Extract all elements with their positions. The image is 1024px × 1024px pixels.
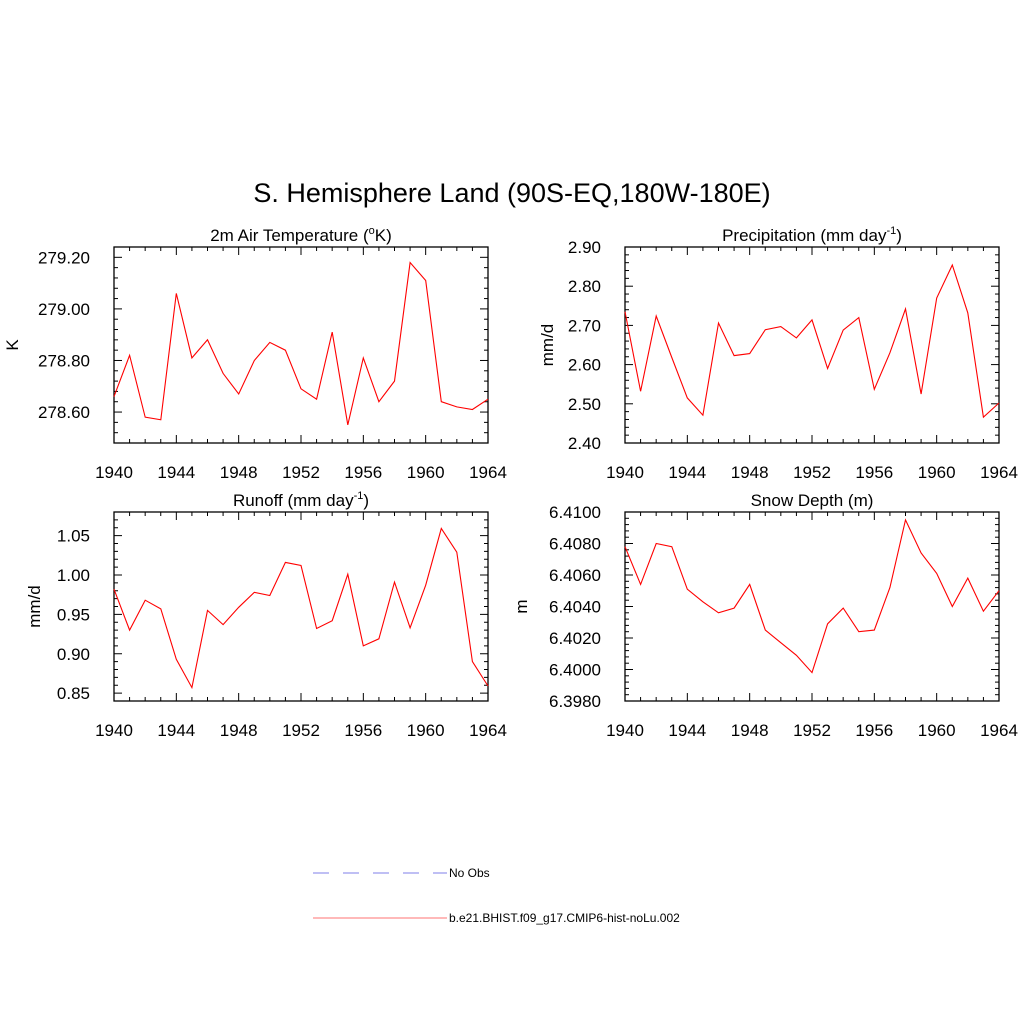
x-tick-label-snow-depth: 1960 — [918, 721, 956, 740]
figure-title: S. Hemisphere Land (90S-EQ,180W-180E) — [253, 178, 770, 208]
x-tick-label-air-temperature: 1960 — [407, 463, 445, 482]
y-tick-label-snow-depth: 6.4040 — [549, 598, 601, 617]
panel-title-runoff: Runoff (mm day-1) — [233, 490, 369, 510]
x-tick-label-runoff: 1956 — [344, 721, 382, 740]
series-line-runoff — [113, 527, 489, 690]
y-tick-label-snow-depth: 6.4080 — [549, 535, 601, 554]
y-tick-label-air-temperature: 278.80 — [38, 351, 90, 370]
panel-air-temperature: 2m Air Temperature (oK) 1940 1944 1948 1952 1… — [3, 225, 507, 482]
y-tick-label-air-temperature: 279.20 — [38, 248, 90, 267]
x-tick-label-snow-depth: 1956 — [855, 721, 893, 740]
panel-title-main-precipitation: Precipitation (mm day — [722, 226, 887, 245]
y-tick-label-air-temperature: 278.60 — [38, 403, 90, 422]
x-tick-label-runoff: 1952 — [282, 721, 320, 740]
x-tick-label-precipitation: 1948 — [731, 463, 769, 482]
x-tick-label-snow-depth: 1948 — [731, 721, 769, 740]
legend-label-no-obs: No Obs — [449, 866, 490, 880]
x-tick-label-snow-depth: 1940 — [606, 721, 644, 740]
x-tick-label-runoff: 1948 — [220, 721, 258, 740]
x-tick-label-runoff: 1964 — [469, 721, 507, 740]
y-tick-label-precipitation: 2.80 — [568, 277, 601, 296]
y-tick-label-precipitation: 2.70 — [568, 316, 601, 335]
x-tick-label-air-temperature: 1948 — [220, 463, 258, 482]
y-axis-label-air-temperature: K — [3, 339, 22, 351]
y-tick-label-precipitation: 2.50 — [568, 395, 601, 414]
x-tick-label-air-temperature: 1952 — [282, 463, 320, 482]
y-tick-label-air-temperature: 279.00 — [38, 300, 90, 319]
x-tick-label-snow-depth: 1964 — [980, 721, 1018, 740]
x-tick-label-precipitation: 1960 — [918, 463, 956, 482]
x-tick-label-precipitation: 1940 — [606, 463, 644, 482]
y-tick-label-snow-depth: 6.4000 — [549, 661, 601, 680]
legend-label-model-run: b.e21.BHIST.f09_g17.CMIP6-hist-noLu.002 — [449, 911, 680, 925]
series-line-precipitation — [624, 263, 1000, 419]
panel-title-superscript-precipitation: -1 — [886, 225, 896, 237]
panel-title-snow-depth: Snow Depth (m) — [751, 491, 874, 510]
y-tick-label-runoff: 0.90 — [57, 645, 90, 664]
panel-title-tail-precipitation: ) — [896, 226, 902, 245]
legend: No Obs b.e21.BHIST.f09_g17.CMIP6-hist-no… — [313, 866, 680, 925]
y-axis-label-snow-depth: m — [512, 599, 531, 613]
x-tick-label-air-temperature: 1944 — [157, 463, 195, 482]
x-tick-label-precipitation: 1944 — [668, 463, 706, 482]
x-tick-label-snow-depth: 1952 — [793, 721, 831, 740]
panel-title-superscript-air-temperature: o — [369, 225, 375, 237]
y-axis-label-precipitation: mm/d — [538, 324, 557, 367]
panel-title-superscript-runoff: -1 — [354, 490, 364, 502]
panel-precipitation: Precipitation (mm day-1) 1940 1944 1948 1952… — [538, 225, 1018, 482]
series-line-air-temperature — [113, 261, 489, 426]
panel-runoff: Runoff (mm day-1) 1940 1944 1948 1952 1956 196… — [25, 490, 507, 740]
y-tick-label-runoff: 0.85 — [57, 684, 90, 703]
y-tick-label-precipitation: 2.90 — [568, 238, 601, 257]
y-tick-label-runoff: 0.95 — [57, 605, 90, 624]
y-tick-label-precipitation: 2.60 — [568, 356, 601, 375]
panel-title-main-snow-depth: Snow Depth (m) — [751, 491, 874, 510]
series-line-snow-depth — [624, 518, 1000, 674]
panel-title-air-temperature: 2m Air Temperature (oK) — [210, 225, 392, 245]
panel-title-main-runoff: Runoff (mm day — [233, 491, 354, 510]
y-tick-label-runoff: 1.05 — [57, 527, 90, 546]
x-tick-label-runoff: 1940 — [95, 721, 133, 740]
x-tick-label-precipitation: 1956 — [855, 463, 893, 482]
y-tick-label-snow-depth: 6.4020 — [549, 629, 601, 648]
x-tick-label-runoff: 1944 — [157, 721, 195, 740]
y-tick-label-snow-depth: 6.4100 — [549, 503, 601, 522]
x-tick-label-air-temperature: 1956 — [344, 463, 382, 482]
y-tick-label-precipitation: 2.40 — [568, 434, 601, 453]
panel-title-precipitation: Precipitation (mm day-1) — [722, 225, 902, 245]
y-tick-label-runoff: 1.00 — [57, 566, 90, 585]
panel-title-tail-air-temperature: K) — [375, 226, 392, 245]
y-tick-label-snow-depth: 6.4060 — [549, 566, 601, 585]
panel-snow-depth: Snow Depth (m) 1940 1944 1948 1952 1956 1960 19… — [512, 491, 1018, 740]
y-tick-label-snow-depth: 6.3980 — [549, 692, 601, 711]
panel-title-main-air-temperature: 2m Air Temperature ( — [210, 226, 369, 245]
x-tick-label-snow-depth: 1944 — [668, 721, 706, 740]
x-tick-label-runoff: 1960 — [407, 721, 445, 740]
x-tick-label-precipitation: 1964 — [980, 463, 1018, 482]
x-tick-label-air-temperature: 1964 — [469, 463, 507, 482]
panels: 2m Air Temperature (oK)1940 1944 1948 1952 1… — [3, 225, 1018, 740]
panel-title-tail-runoff: ) — [363, 491, 369, 510]
y-axis-label-runoff: mm/d — [25, 585, 44, 628]
x-tick-label-precipitation: 1952 — [793, 463, 831, 482]
x-tick-label-air-temperature: 1940 — [95, 463, 133, 482]
